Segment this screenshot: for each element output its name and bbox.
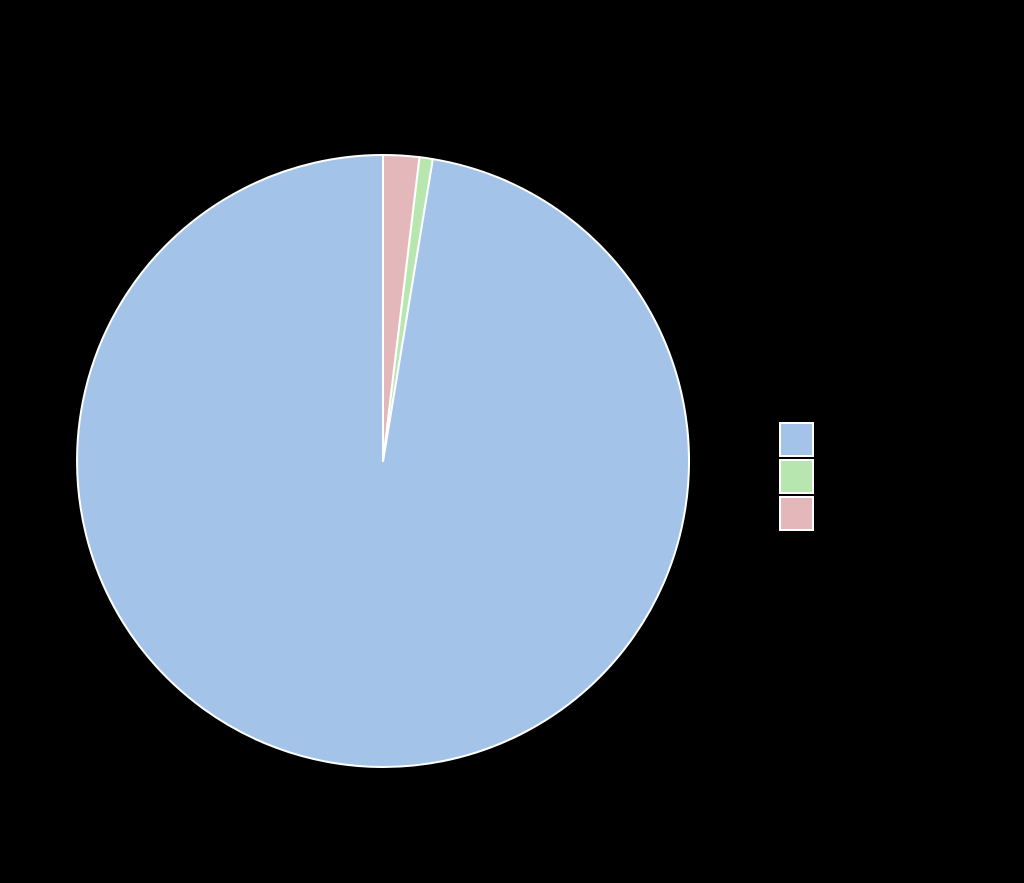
legend-swatch-2 (779, 496, 814, 531)
legend-swatch-0 (779, 422, 814, 457)
pie-slices (76, 154, 690, 768)
pie-slice-2 (382, 154, 421, 462)
legend (779, 422, 814, 531)
legend-swatch-1 (779, 459, 814, 494)
